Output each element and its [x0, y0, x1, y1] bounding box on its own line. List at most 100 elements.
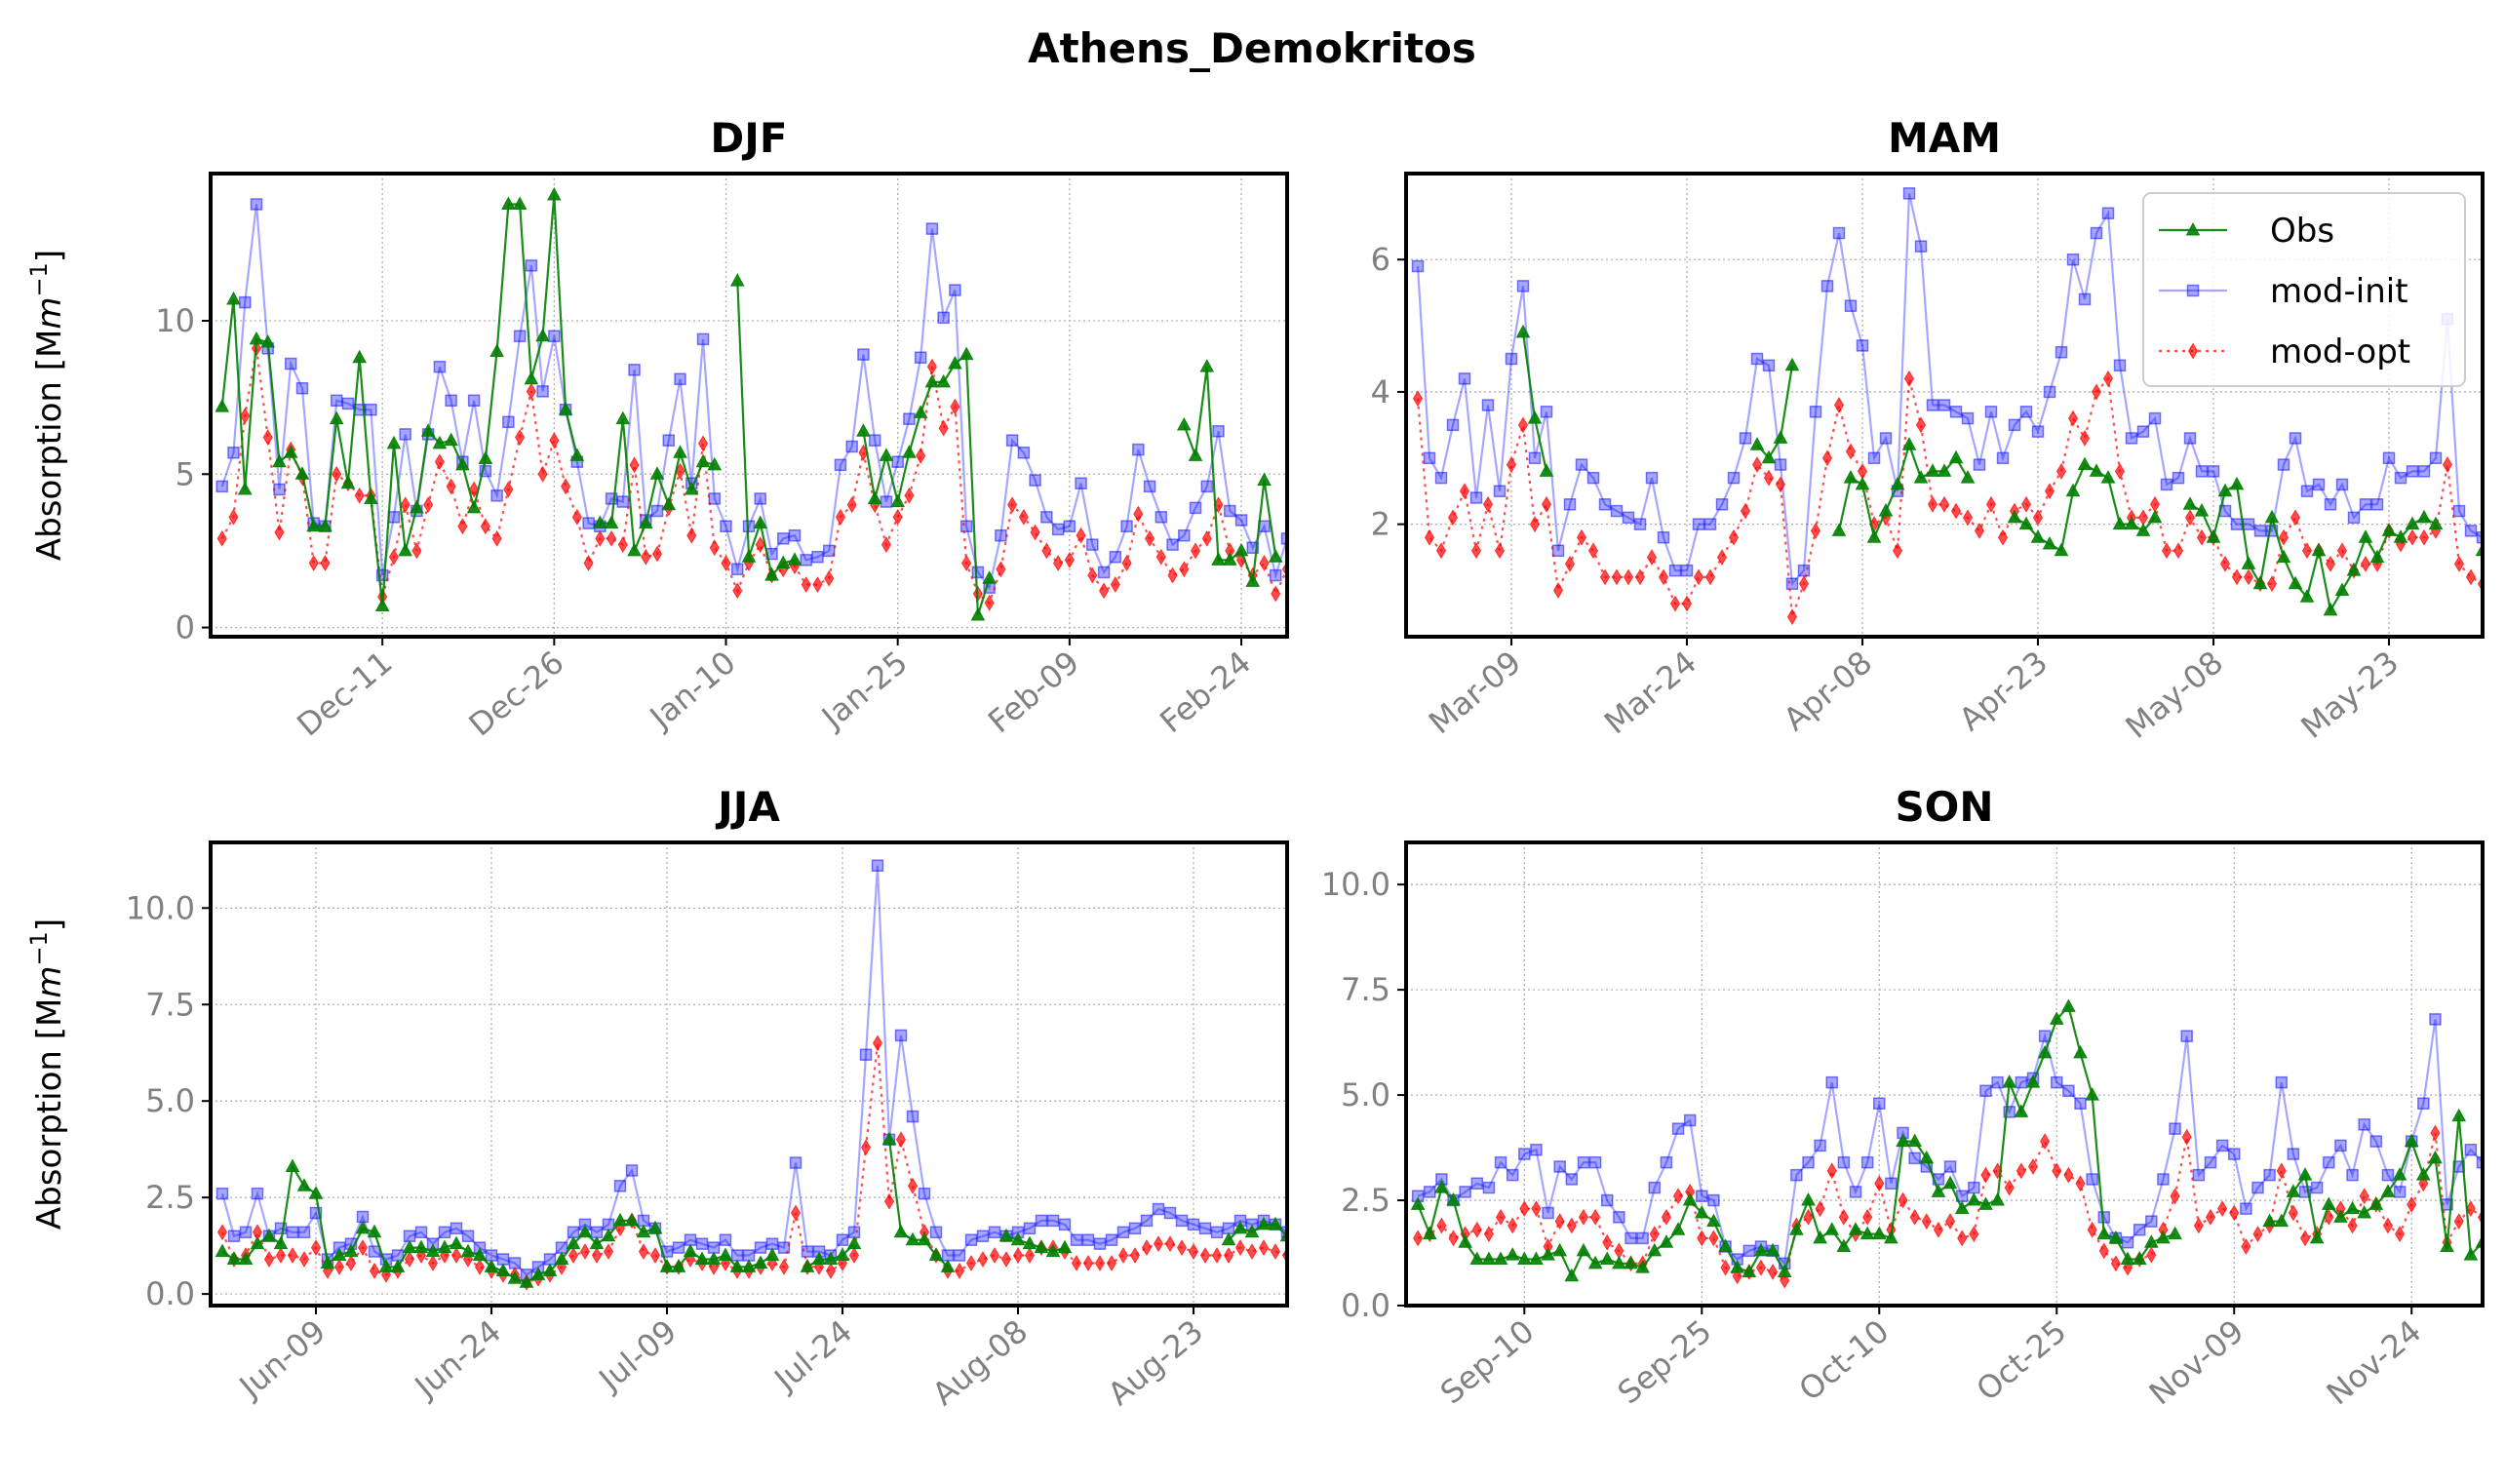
- data-point-mod-opt: [571, 508, 582, 526]
- data-point-mod-init: [1109, 550, 1122, 564]
- data-point-mod-init: [2204, 1155, 2217, 1169]
- data-point-mod-opt: [860, 1139, 872, 1156]
- data-point-mod-init: [2323, 1155, 2335, 1169]
- data-point-mod-opt: [1529, 516, 1541, 533]
- series-obs-mam: [1515, 324, 2505, 616]
- data-point-obs: [2286, 1184, 2301, 1197]
- data-point-mod-init: [976, 1230, 990, 1242]
- x-tick-label: Aug-23: [1101, 1312, 1210, 1413]
- data-point-mod-opt: [2241, 1238, 2251, 1256]
- data-point-mod-init: [1577, 1155, 1590, 1169]
- data-point-mod-opt: [1179, 561, 1190, 578]
- data-point-mod-opt: [591, 1247, 603, 1265]
- data-point-obs: [753, 515, 768, 529]
- data-point-obs: [238, 1251, 254, 1265]
- data-point-mod-init: [1825, 1075, 1838, 1089]
- data-point-mod-init: [2312, 478, 2326, 491]
- data-point-mod-opt: [275, 1247, 287, 1265]
- data-point-mod-opt: [1071, 1254, 1082, 1271]
- data-point-mod-init: [696, 332, 710, 346]
- data-point-mod-init: [1837, 1155, 1851, 1169]
- data-point-mod-init: [929, 1226, 943, 1239]
- data-point-mod-opt: [1234, 1239, 1246, 1257]
- data-point-obs: [627, 542, 642, 557]
- data-point-obs: [1913, 470, 1929, 484]
- legend-entry-obs: Obs: [2159, 212, 2334, 251]
- data-point-obs: [329, 410, 344, 425]
- data-point-obs: [374, 598, 390, 612]
- data-point-mod-opt: [1815, 1200, 1825, 1218]
- data-point-obs: [437, 1239, 452, 1254]
- data-point-obs: [226, 291, 241, 305]
- data-point-mod-opt: [1669, 595, 1681, 612]
- data-point-mod-opt: [515, 429, 526, 447]
- data-point-mod-opt: [651, 545, 663, 563]
- data-point-mod-opt: [872, 1035, 883, 1052]
- data-point-mod-init: [2183, 432, 2197, 445]
- data-point-mod-init: [582, 517, 595, 529]
- data-point-mod-init: [2381, 1168, 2395, 1182]
- data-point-obs: [1896, 1133, 1910, 1148]
- data-point-obs: [1612, 1255, 1626, 1269]
- data-point-obs: [308, 1186, 324, 1199]
- data-point-mod-init: [1671, 1122, 1685, 1135]
- data-point-mod-opt: [2299, 1230, 2311, 1247]
- x-tick-label: Apr-08: [1777, 644, 1879, 738]
- data-point-obs: [2073, 1044, 2088, 1059]
- data-point-obs: [1541, 1247, 1555, 1261]
- data-point-mod-opt: [1155, 548, 1166, 566]
- data-point-mod-init: [2359, 498, 2372, 511]
- data-point-mod-init: [1093, 1237, 1107, 1250]
- data-point-obs: [612, 1212, 628, 1227]
- data-point-mod-opt: [474, 1258, 486, 1275]
- data-point-mod-init: [1017, 447, 1031, 459]
- data-point-mod-init: [925, 222, 939, 235]
- data-point-obs: [519, 1274, 534, 1288]
- data-point-mod-opt: [1030, 524, 1040, 541]
- data-point-mod-opt: [961, 555, 972, 571]
- data-point-obs: [1410, 1196, 1426, 1210]
- data-point-mod-opt: [1271, 585, 1281, 603]
- data-point-mod-opt: [1590, 1208, 1601, 1226]
- y-axis-label: Absorption [Mm−1]: [25, 250, 69, 561]
- data-point-mod-init: [2062, 1084, 2075, 1098]
- x-tick-label: Jul-09: [591, 1312, 685, 1399]
- data-point-obs: [530, 1267, 546, 1280]
- data-point-obs: [1749, 437, 1765, 450]
- data-point-obs: [2392, 1167, 2407, 1181]
- data-point-mod-init: [2417, 1097, 2430, 1110]
- legend-entry-mod-init: mod-init: [2159, 272, 2408, 311]
- data-point-mod-opt: [1681, 595, 1693, 612]
- data-point-mod-init: [2406, 465, 2419, 478]
- data-point-obs: [2229, 476, 2245, 490]
- data-point-obs: [472, 1247, 488, 1262]
- data-point-obs: [1730, 1260, 1745, 1273]
- data-point-obs: [386, 435, 402, 449]
- y-tick-label: 7.5: [145, 986, 195, 1023]
- data-point-mod-opt: [1708, 1230, 1719, 1247]
- data-point-mod-init: [880, 495, 893, 508]
- data-point-obs: [378, 1259, 394, 1272]
- data-point-mod-init: [1739, 432, 1752, 445]
- data-point-mod-opt: [1962, 509, 1974, 527]
- y-axis-label: Absorption [Mm−1]: [25, 918, 69, 1230]
- data-point-mod-opt: [603, 1243, 614, 1261]
- series-mod-init-jja: [215, 859, 1287, 1281]
- data-point-mod-init: [1984, 406, 1998, 418]
- data-point-obs: [1848, 1222, 1863, 1235]
- data-point-mod-init: [2501, 1170, 2505, 1181]
- data-point-mod-opt: [2407, 528, 2418, 546]
- data-point-obs: [1948, 449, 1964, 464]
- data-point-mod-init: [273, 483, 286, 496]
- data-point-obs: [410, 499, 424, 514]
- data-point-obs: [764, 567, 779, 581]
- data-point-obs: [2500, 604, 2505, 615]
- data-point-mod-init: [1873, 1097, 1886, 1110]
- data-point-mod-init: [2310, 1181, 2324, 1194]
- data-point-mod-init: [988, 1226, 1001, 1239]
- data-point-obs: [856, 423, 871, 437]
- data-point-mod-init: [284, 357, 297, 371]
- data-point-mod-opt: [1087, 566, 1098, 584]
- data-point-mod-init: [1494, 1155, 1507, 1169]
- data-point-mod-init: [1518, 1148, 1531, 1160]
